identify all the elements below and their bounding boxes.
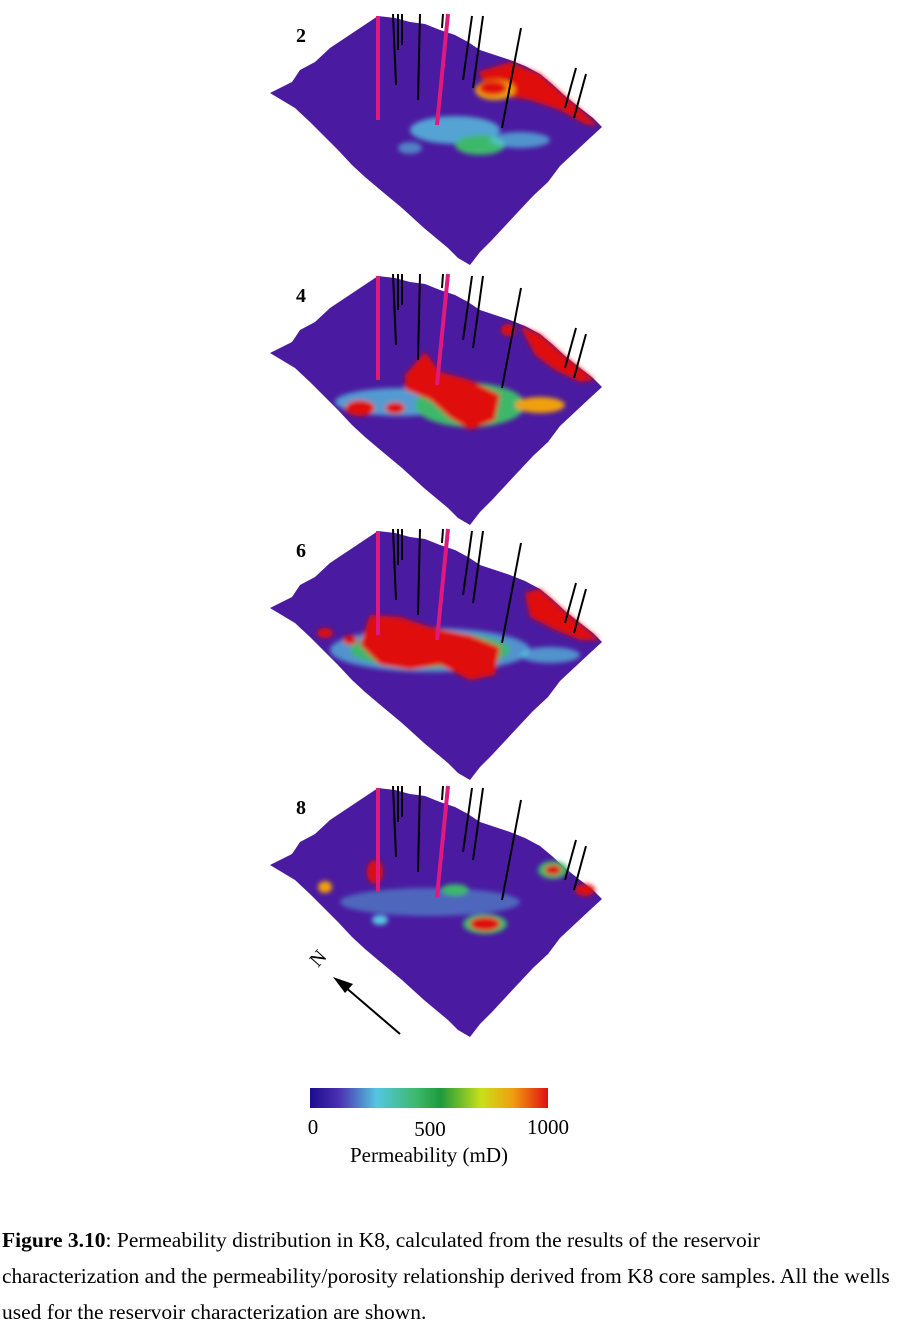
- panel-4: 4: [270, 272, 602, 525]
- compass-label: N: [305, 946, 331, 971]
- colorbar-tick: 500: [414, 1117, 446, 1141]
- colorbar-label: Permeability (mD): [350, 1143, 508, 1167]
- panel-label: 4: [296, 285, 306, 307]
- panel-2: 2: [270, 12, 602, 265]
- panel-label: 6: [296, 540, 306, 562]
- figure: 2 4 6: [270, 12, 602, 1167]
- panel-label: 2: [296, 25, 306, 47]
- colorbar-tick: 0: [308, 1115, 319, 1139]
- caption-label: Figure 3.10: [2, 1228, 106, 1252]
- colorbar-gradient: [310, 1088, 548, 1108]
- figure-caption: Figure 3.10: Permeability distribution i…: [2, 1222, 902, 1330]
- caption-text: : Permeability distribution in K8, calcu…: [2, 1228, 890, 1324]
- colorbar: 0 500 1000 Permeability (mD): [308, 1088, 569, 1167]
- colorbar-tick: 1000: [527, 1115, 569, 1139]
- panel-8: 8: [270, 784, 602, 1037]
- panel-6: 6: [270, 527, 602, 780]
- panel-label: 8: [296, 797, 306, 819]
